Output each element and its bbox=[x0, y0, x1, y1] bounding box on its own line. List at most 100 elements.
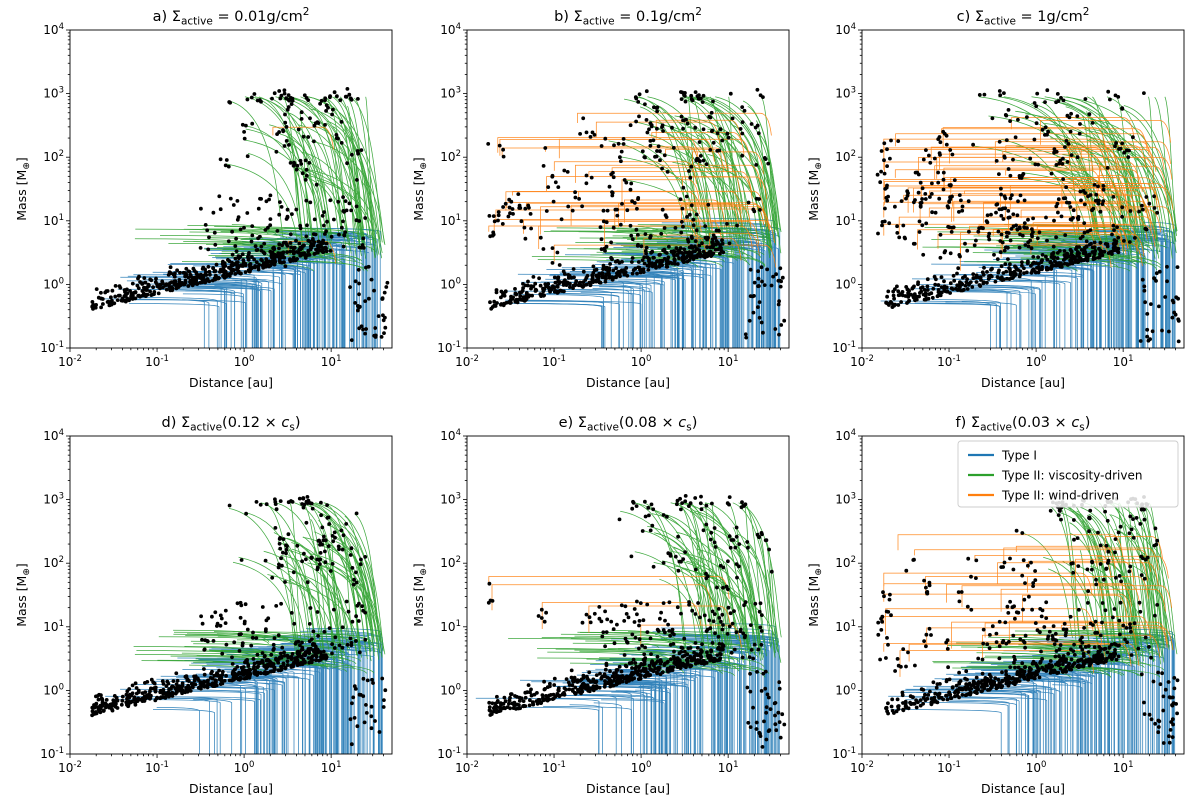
type1-track bbox=[610, 685, 670, 754]
final-planet bbox=[740, 131, 745, 136]
final-planet bbox=[382, 698, 386, 702]
final-planet bbox=[601, 272, 605, 276]
final-planet bbox=[382, 290, 387, 295]
x-tick-label: 10-2 bbox=[850, 354, 874, 369]
final-planet bbox=[217, 276, 221, 280]
final-planet bbox=[194, 272, 199, 277]
type1-track bbox=[569, 704, 603, 754]
final-planet bbox=[998, 250, 1003, 255]
final-planet bbox=[240, 122, 245, 127]
final-planet bbox=[619, 149, 624, 154]
final-planet bbox=[974, 238, 978, 243]
final-planet bbox=[705, 245, 709, 250]
final-planet bbox=[1017, 245, 1022, 250]
final-planet bbox=[136, 293, 141, 298]
ticks-d bbox=[66, 435, 384, 758]
final-planet bbox=[756, 131, 761, 136]
final-planet bbox=[1046, 267, 1050, 272]
final-planet bbox=[1075, 114, 1080, 118]
type2-viscosity-track bbox=[640, 638, 678, 649]
final-planet bbox=[290, 98, 295, 103]
final-planet bbox=[244, 671, 248, 675]
final-planet bbox=[1082, 230, 1087, 235]
final-planet bbox=[357, 281, 361, 286]
final-planet bbox=[300, 171, 305, 176]
final-planet bbox=[654, 154, 659, 159]
type1-track bbox=[601, 272, 663, 348]
final-planet bbox=[1065, 160, 1070, 164]
final-planet bbox=[952, 278, 957, 283]
final-planet bbox=[658, 616, 662, 621]
final-planet bbox=[252, 670, 257, 675]
final-planet bbox=[281, 661, 286, 666]
type2-viscosity-track bbox=[278, 133, 333, 236]
type2-viscosity-track bbox=[570, 637, 721, 649]
type2-viscosity-track bbox=[301, 151, 361, 251]
final-planet bbox=[1116, 235, 1121, 240]
final-planet bbox=[210, 683, 214, 688]
final-planet bbox=[1105, 166, 1110, 170]
final-planet bbox=[568, 285, 572, 289]
final-planet bbox=[302, 502, 307, 507]
final-planet bbox=[1008, 269, 1013, 274]
type2-viscosity-track bbox=[740, 502, 776, 658]
final-planet bbox=[291, 163, 296, 168]
type2-viscosity-track bbox=[663, 227, 725, 238]
final-planet bbox=[123, 294, 128, 298]
final-planet bbox=[1174, 295, 1179, 300]
final-planet bbox=[184, 266, 189, 271]
type2-wind-track bbox=[497, 137, 699, 160]
type2-viscosity-track bbox=[732, 502, 776, 654]
final-planet bbox=[513, 291, 518, 296]
final-planet bbox=[994, 159, 999, 163]
final-planet bbox=[289, 611, 294, 615]
final-planet bbox=[324, 241, 329, 246]
final-planet bbox=[518, 706, 522, 711]
final-planet bbox=[259, 99, 263, 104]
final-planet bbox=[1066, 142, 1071, 146]
final-planet bbox=[623, 636, 628, 641]
type2-wind-track bbox=[920, 187, 1174, 210]
final-planet bbox=[143, 690, 148, 694]
final-planet bbox=[293, 641, 298, 646]
type2-viscosity-track bbox=[642, 156, 699, 236]
final-planet bbox=[361, 236, 366, 241]
type1-track bbox=[574, 694, 617, 754]
final-planet bbox=[296, 639, 301, 644]
y-tick-label: 100 bbox=[440, 276, 461, 291]
final-planet bbox=[1114, 241, 1118, 246]
type1-track bbox=[974, 286, 1030, 348]
final-planet bbox=[658, 149, 662, 154]
type2-viscosity-track bbox=[281, 556, 301, 655]
type2-wind-track bbox=[1010, 117, 1135, 140]
panel-c: 10-2 10-1 100 10110-1100101102103104Distanc… bbox=[806, 6, 1185, 390]
type1-track bbox=[1027, 271, 1084, 348]
final-planet bbox=[591, 264, 596, 269]
final-planet bbox=[947, 183, 952, 188]
type2-viscosity-track bbox=[698, 235, 770, 246]
final-planet bbox=[985, 280, 989, 285]
type2-viscosity-track bbox=[682, 561, 744, 663]
final-planet bbox=[303, 158, 308, 163]
final-planet bbox=[746, 200, 751, 205]
final-planet bbox=[643, 249, 648, 253]
final-planet bbox=[1001, 217, 1006, 221]
final-planet bbox=[778, 735, 783, 740]
final-planet bbox=[1155, 210, 1160, 215]
final-planet bbox=[710, 128, 715, 133]
type2-viscosity-track bbox=[181, 261, 315, 272]
type2-wind-track bbox=[903, 194, 1149, 218]
type2-viscosity-track bbox=[173, 629, 289, 640]
final-planet bbox=[921, 252, 926, 257]
type2-wind-track bbox=[883, 179, 1105, 202]
final-planet bbox=[668, 665, 673, 669]
final-planet bbox=[349, 546, 354, 551]
type2-wind-track bbox=[575, 164, 762, 188]
final-planet bbox=[312, 139, 316, 144]
final-planet bbox=[899, 199, 904, 204]
final-planet bbox=[694, 212, 699, 217]
final-planet bbox=[306, 98, 311, 102]
plot-area-b bbox=[486, 87, 787, 348]
y-tick-label: 101 bbox=[43, 619, 64, 634]
final-planet bbox=[977, 93, 982, 97]
